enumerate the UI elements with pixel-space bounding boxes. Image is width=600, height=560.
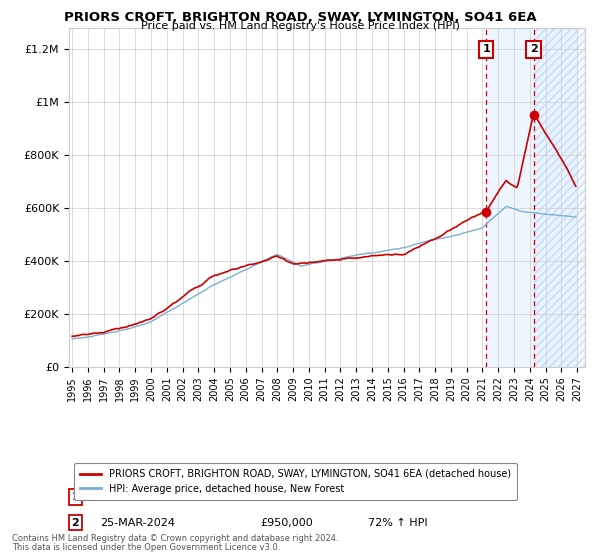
Text: Price paid vs. HM Land Registry's House Price Index (HPI): Price paid vs. HM Land Registry's House … xyxy=(140,21,460,31)
Legend: PRIORS CROFT, BRIGHTON ROAD, SWAY, LYMINGTON, SO41 6EA (detached house), HPI: Av: PRIORS CROFT, BRIGHTON ROAD, SWAY, LYMIN… xyxy=(74,463,517,500)
Text: £950,000: £950,000 xyxy=(260,517,313,528)
Text: 1: 1 xyxy=(482,44,490,54)
Text: 31-MAR-2021: 31-MAR-2021 xyxy=(100,492,175,502)
Text: PRIORS CROFT, BRIGHTON ROAD, SWAY, LYMINGTON, SO41 6EA: PRIORS CROFT, BRIGHTON ROAD, SWAY, LYMIN… xyxy=(64,11,536,24)
Text: 25-MAR-2024: 25-MAR-2024 xyxy=(100,517,175,528)
Text: 17% ↑ HPI: 17% ↑ HPI xyxy=(368,492,428,502)
Text: This data is licensed under the Open Government Licence v3.0.: This data is licensed under the Open Gov… xyxy=(12,543,280,552)
Text: 2: 2 xyxy=(530,44,538,54)
Text: £585,000: £585,000 xyxy=(260,492,313,502)
Text: 2: 2 xyxy=(71,517,79,528)
Text: 72% ↑ HPI: 72% ↑ HPI xyxy=(368,517,428,528)
Text: Contains HM Land Registry data © Crown copyright and database right 2024.: Contains HM Land Registry data © Crown c… xyxy=(12,534,338,543)
Text: 1: 1 xyxy=(71,492,79,502)
Polygon shape xyxy=(533,28,585,367)
